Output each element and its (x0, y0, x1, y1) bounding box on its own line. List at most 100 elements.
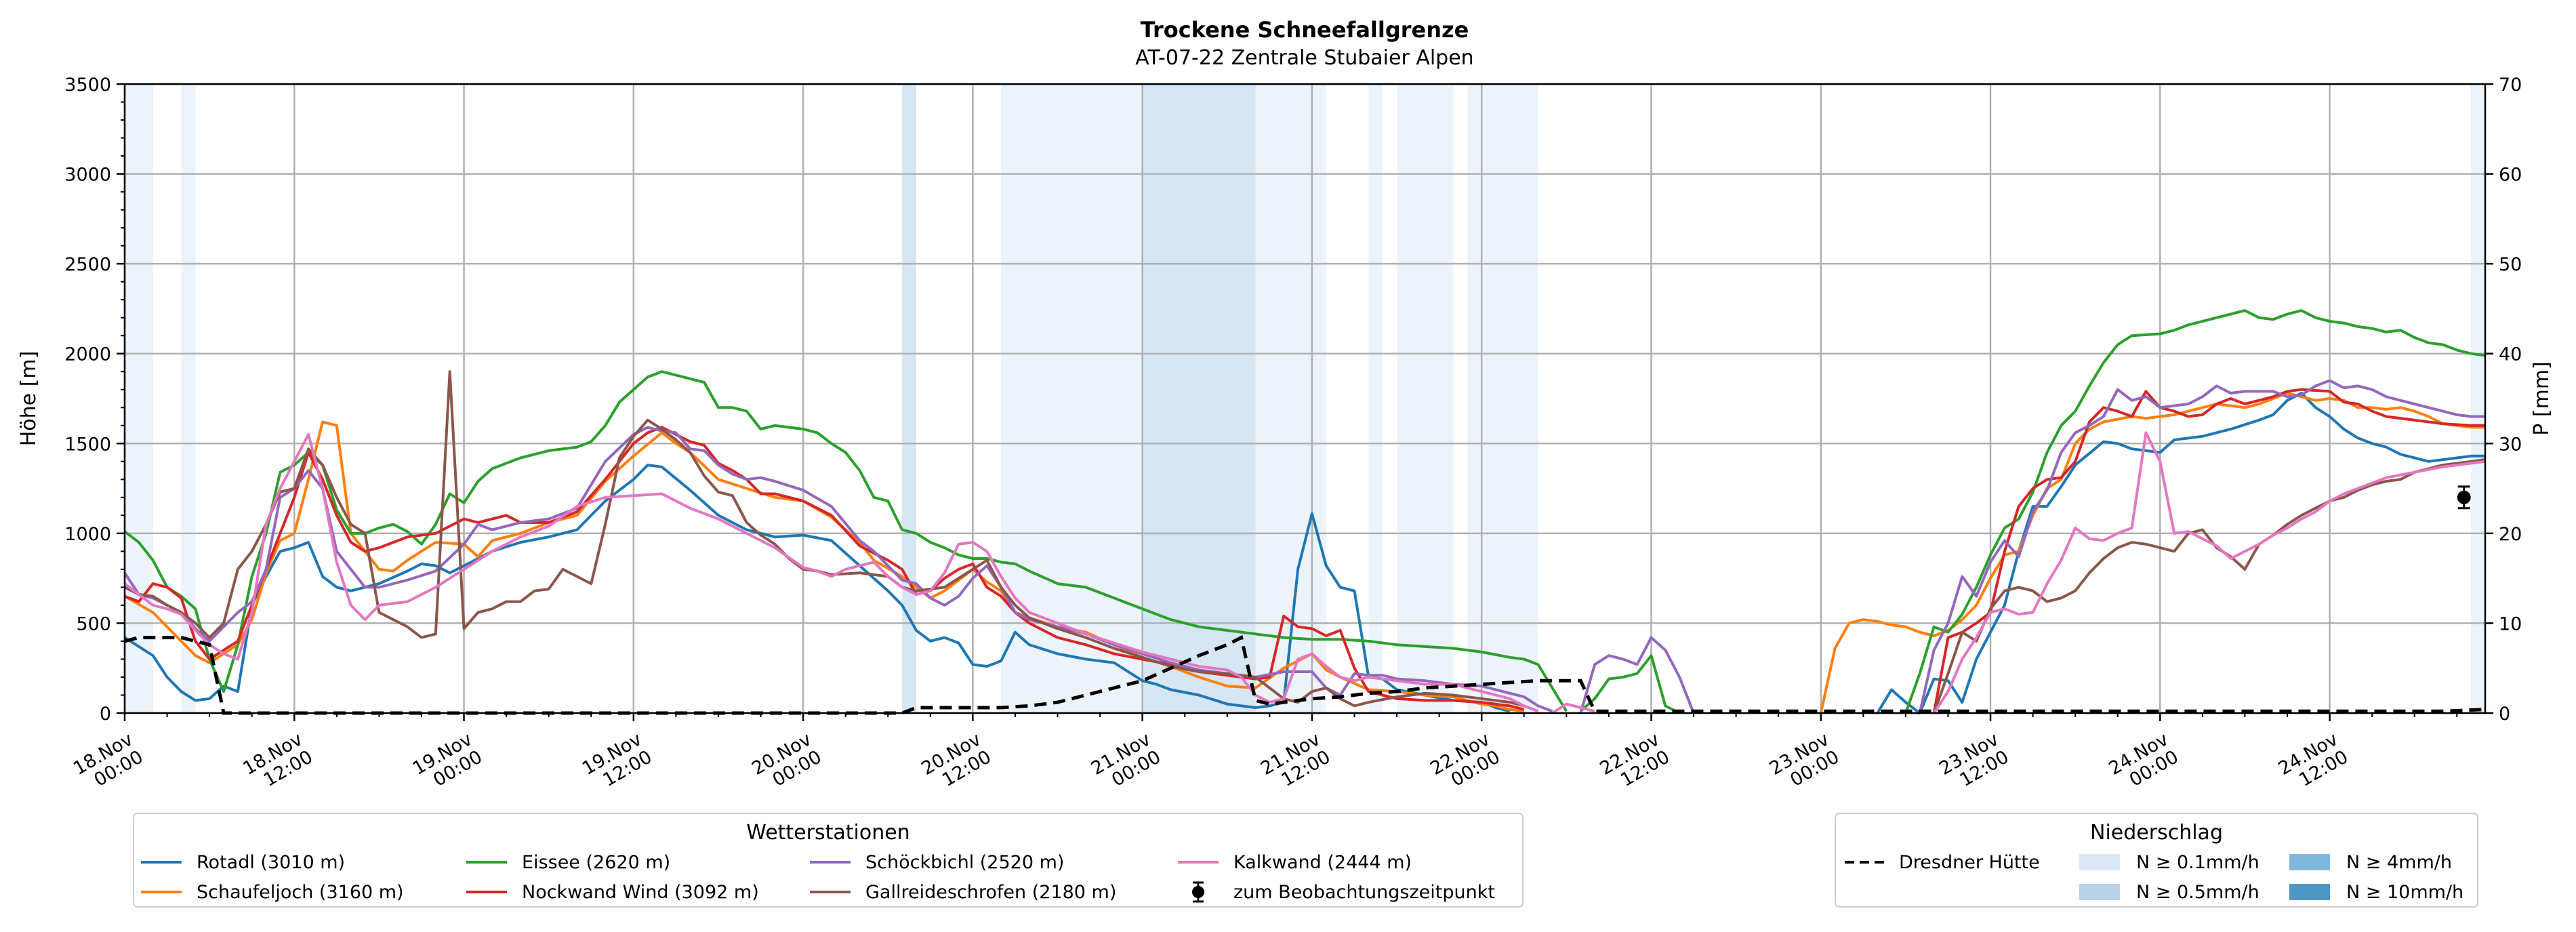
x-tick-label: 24.Nov12:00 (2275, 729, 2352, 797)
y-axis-label: Höhe [m] (17, 351, 41, 447)
series-line-5 (1932, 458, 2486, 714)
legend-swatch-precip-level-1 (2079, 854, 2120, 870)
legend-entry: Gallreideschrofen (2180 m) (810, 882, 1116, 903)
series-line-2 (1579, 654, 1681, 714)
series-line-4 (1579, 636, 1695, 714)
legend-precipitation: Niederschlag Dresdner Hütte N ≥ 0.1mm/h … (1835, 813, 2478, 908)
series-line-4 (1918, 379, 2485, 714)
precip-band (1397, 84, 1454, 713)
x-tick-label: 22.Nov00:00 (1427, 729, 1503, 797)
precip-band (902, 84, 916, 713)
legend-label-nockwand: Nockwand Wind (3092 m) (522, 882, 759, 903)
legend-swatch-precip-level-4 (2289, 884, 2330, 900)
y-tick-label: 0 (100, 704, 111, 725)
legend-entry: Eissee (2620 m) (466, 852, 670, 873)
series-line-0 (1876, 392, 2485, 714)
x-tick-label: 23.Nov12:00 (1936, 729, 2012, 797)
legend-entry: N ≥ 0.5mm/h (2079, 882, 2260, 903)
plot-frame (123, 83, 2487, 714)
y2-tick-label: 0 (2499, 704, 2510, 725)
legend-label-schaufeljoch: Schaufeljoch (3160 m) (197, 882, 404, 903)
series-line-6 (1551, 702, 1595, 714)
legend-label-gallreideschrofen: Gallreideschrofen (2180 m) (865, 882, 1116, 903)
x-tick-label: 21.Nov12:00 (1257, 729, 1334, 797)
legend-swatch-precip-level-3 (2289, 854, 2330, 870)
legend-swatch-observation (1192, 886, 1204, 898)
legend-swatch-precip-level-2 (2079, 884, 2120, 900)
legend-entry: Schaufeljoch (3160 m) (141, 882, 404, 903)
precip-band (1255, 84, 1326, 713)
x-axis: 18.Nov00:00 18.Nov12:00 19.Nov00:00 19.Nov1… (70, 713, 2458, 797)
series-line-0 (123, 464, 1511, 713)
x-tick-label: 24.Nov00:00 (2105, 729, 2182, 797)
legend-entry: Rotadl (3010 m) (141, 852, 345, 873)
observation-point (2457, 490, 2471, 504)
series-line-1 (1819, 392, 2485, 714)
y-axis-right: 0 10 20 30 40 50 60 70 (2485, 75, 2522, 725)
x-tick-label: 20.Nov12:00 (918, 729, 995, 797)
series-line-2 (1904, 309, 2486, 714)
legend-entry: Kalkwand (2444 m) (1178, 852, 1412, 873)
chart-title: Trockene Schneefallgrenze (1141, 17, 1469, 43)
y2-tick-label: 50 (2499, 254, 2522, 275)
legend-entry: N ≥ 0.1mm/h (2079, 852, 2260, 873)
legend-entry: Dresdner Hütte (1845, 852, 2040, 873)
y2-tick-label: 70 (2499, 75, 2522, 96)
legend-entry: zum Beobachtungszeitpunkt (1192, 881, 1495, 903)
legend-label-precip-level-3: N ≥ 4mm/h (2346, 852, 2452, 873)
y2-tick-label: 20 (2499, 524, 2522, 545)
series-line-3 (1932, 388, 2485, 714)
x-tick-label: 21.Nov00:00 (1088, 729, 1164, 797)
y-tick-label: 1000 (64, 524, 111, 545)
series-line-3 (124, 426, 1525, 711)
legend-label-rotadl: Rotadl (3010 m) (197, 852, 345, 873)
legend-label-kalkwand: Kalkwand (2444 m) (1233, 852, 1412, 873)
y2-tick-label: 40 (2499, 344, 2522, 365)
series-line-1 (124, 420, 1525, 713)
y2-axis-label: P [mm] (2530, 361, 2554, 435)
series-line-6 (1932, 431, 2486, 714)
legend-entry: N ≥ 4mm/h (2289, 852, 2452, 873)
legend-label-schoeckbichl: Schöckbichl (2520 m) (865, 852, 1064, 873)
x-tick-label: 23.Nov00:00 (1766, 729, 1843, 797)
y2-tick-label: 10 (2499, 613, 2522, 634)
y-axis-left: 0 500 1000 1500 2000 2500 3000 3500 (64, 75, 125, 725)
series-line-4 (123, 426, 1553, 713)
observation-marker-group (2457, 485, 2471, 510)
legend-stations-frame (133, 813, 1524, 908)
y2-tick-label: 60 (2499, 165, 2522, 186)
y-tick-label: 2500 (64, 254, 111, 275)
y-tick-label: 3500 (64, 75, 111, 96)
legend-entry: N ≥ 10mm/h (2289, 882, 2463, 903)
series-line-5 (124, 370, 1539, 713)
legend-label-precip-level-1: N ≥ 0.1mm/h (2136, 852, 2260, 873)
legend-precip-title: Niederschlag (2090, 821, 2223, 845)
legend-entry: Nockwand Wind (3092 m) (466, 882, 759, 903)
y-tick-label: 2000 (64, 344, 111, 365)
precip-band (2471, 84, 2485, 713)
legend-label-observation: zum Beobachtungszeitpunkt (1233, 882, 1495, 903)
x-tick-label: 18.Nov00:00 (70, 729, 146, 797)
x-tick-label: 22.Nov12:00 (1597, 729, 1673, 797)
x-tick-label: 19.Nov12:00 (579, 729, 655, 797)
x-tick-label: 19.Nov00:00 (409, 729, 486, 797)
legend-entry: Schöckbichl (2520 m) (810, 852, 1064, 873)
y-tick-label: 1500 (64, 434, 111, 455)
precip-band (1368, 84, 1383, 713)
precip-band (1142, 84, 1256, 713)
legend-stations: Wetterstationen Rotadl (3010 m) Schaufel… (133, 813, 1524, 908)
series-line-6 (123, 433, 1539, 713)
legend-label-eissee: Eissee (2620 m) (522, 852, 670, 873)
precip-band (1467, 84, 1538, 713)
chart-subtitle: AT-07-22 Zentrale Stubaier Alpen (1135, 46, 1473, 70)
y-tick-label: 500 (76, 613, 111, 634)
precip-band (181, 84, 196, 713)
legend-label-precip-level-4: N ≥ 10mm/h (2346, 882, 2463, 903)
legend-stations-title: Wetterstationen (746, 821, 909, 845)
precipitation-bands (125, 84, 2485, 713)
y2-tick-label: 30 (2499, 434, 2522, 455)
legend-label-precip-level-2: N ≥ 0.5mm/h (2136, 882, 2260, 903)
y-tick-label: 3000 (64, 165, 111, 186)
